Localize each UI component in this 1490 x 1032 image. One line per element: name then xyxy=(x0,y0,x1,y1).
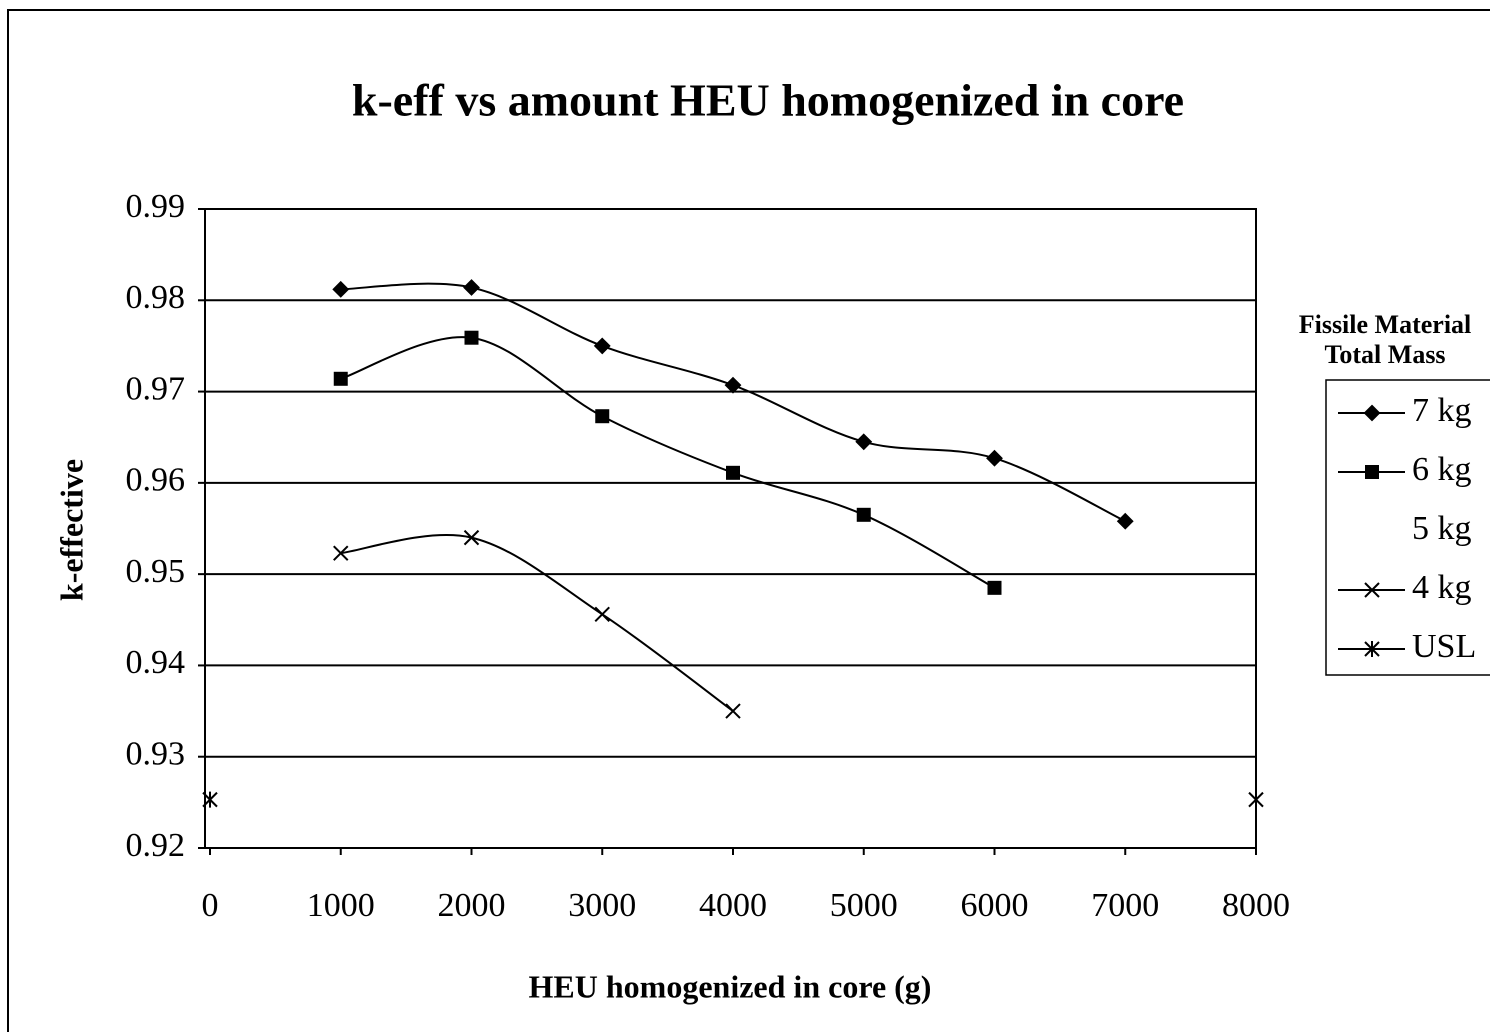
marker xyxy=(333,545,349,561)
marker xyxy=(595,409,610,424)
marker-part xyxy=(333,371,348,386)
marker-part xyxy=(463,529,480,546)
marker xyxy=(725,703,741,719)
marker-part xyxy=(1364,582,1380,598)
legend-box xyxy=(1325,379,1490,676)
marker xyxy=(593,337,611,355)
marker xyxy=(1364,582,1380,598)
marker xyxy=(855,433,873,451)
plot-area xyxy=(204,208,1257,849)
x-tick-label: 3000 xyxy=(568,887,636,924)
x-tick-label: 2000 xyxy=(438,887,506,924)
x-tick-label: 6000 xyxy=(961,887,1029,924)
y-tick-label: 0.92 xyxy=(126,827,186,864)
legend-label: USL xyxy=(1412,628,1476,665)
legend-label: 7 kg xyxy=(1412,392,1472,429)
marker xyxy=(726,465,740,480)
marker xyxy=(332,280,350,298)
marker-part xyxy=(595,409,610,424)
marker xyxy=(594,606,610,623)
x-tick-label: 0 xyxy=(202,887,219,924)
marker xyxy=(856,507,871,522)
marker-part xyxy=(463,279,480,296)
series-line xyxy=(340,534,734,712)
x-tick-label: 1000 xyxy=(307,887,375,924)
legend-label: 6 kg xyxy=(1412,451,1472,488)
y-axis-title: k-effective xyxy=(53,459,89,601)
y-tick-label: 0.97 xyxy=(126,370,186,407)
legend-label: 4 kg xyxy=(1412,569,1472,606)
y-tick-label: 0.96 xyxy=(126,462,186,499)
marker-part xyxy=(594,606,610,623)
y-tick-label: 0.94 xyxy=(126,644,186,681)
x-tick-label: 5000 xyxy=(830,887,898,924)
x-axis-title: HEU homogenized in core (g) xyxy=(529,968,932,1004)
marker-part xyxy=(333,545,349,561)
marker-part xyxy=(1365,465,1379,479)
marker xyxy=(1116,512,1134,530)
marker xyxy=(333,371,348,386)
marker-part xyxy=(1116,512,1134,530)
marker xyxy=(202,791,218,808)
x-tick-label: 4000 xyxy=(699,887,767,924)
marker xyxy=(463,279,480,296)
marker xyxy=(724,376,742,394)
marker-part xyxy=(725,703,741,719)
marker xyxy=(1364,641,1380,657)
marker-part xyxy=(986,449,1003,467)
marker xyxy=(464,330,479,345)
legend-label: 5 kg xyxy=(1412,510,1472,547)
y-tick-label: 0.93 xyxy=(126,736,186,773)
marker xyxy=(987,580,1002,595)
marker-part xyxy=(464,330,479,345)
x-tick-label: 8000 xyxy=(1222,887,1290,924)
marker xyxy=(463,529,480,546)
marker-part xyxy=(332,280,350,298)
chart-title: k-eff vs amount HEU homogenized in core xyxy=(352,75,1184,126)
x-tick-label: 7000 xyxy=(1091,887,1159,924)
marker xyxy=(1363,404,1381,422)
marker-part xyxy=(987,580,1002,595)
y-tick-label: 0.99 xyxy=(126,188,186,225)
marker-part xyxy=(593,337,611,355)
chart-frame xyxy=(7,9,1490,1032)
marker-part xyxy=(1363,404,1381,422)
series-line xyxy=(340,336,995,589)
y-tick-label: 0.98 xyxy=(126,279,186,316)
y-tick-label: 0.95 xyxy=(126,553,186,590)
marker xyxy=(1365,465,1379,479)
legend-title: Fissile Material xyxy=(1299,310,1472,339)
marker xyxy=(986,449,1003,467)
marker xyxy=(1248,791,1264,808)
marker-part xyxy=(724,376,742,394)
marker-part xyxy=(855,433,873,451)
marker-part xyxy=(726,465,740,480)
marker-part xyxy=(856,507,871,522)
legend-title: Total Mass xyxy=(1324,340,1445,369)
